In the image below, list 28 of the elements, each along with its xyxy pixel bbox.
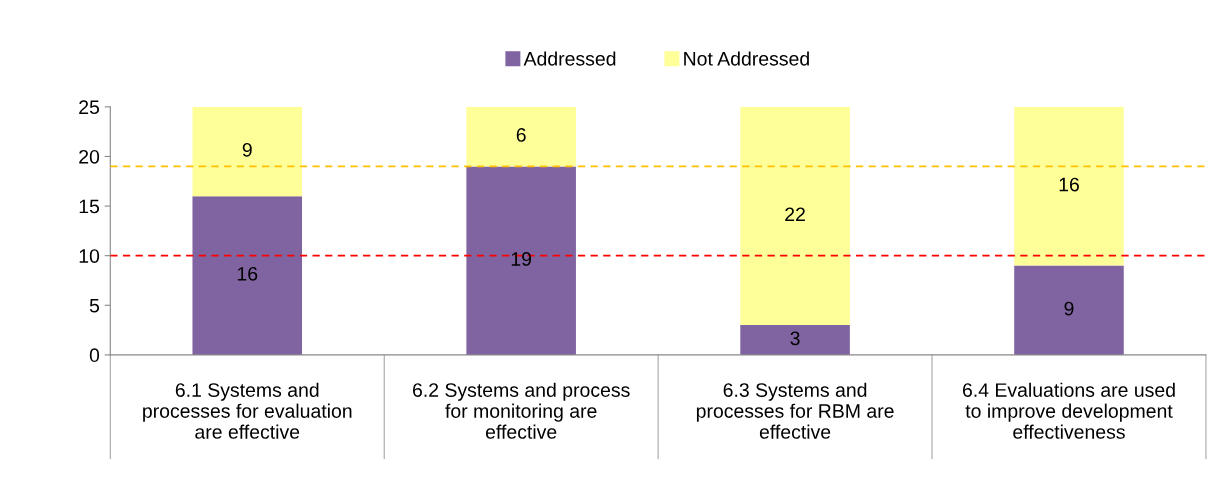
y-tick-label: 10 xyxy=(79,249,100,263)
bar xyxy=(740,106,850,326)
data-label: 16 xyxy=(237,266,258,281)
x-tick-label: 6.2 Systems and process for monitoring are effective xyxy=(413,382,630,439)
y-tick-label: 15 xyxy=(79,199,100,214)
bar xyxy=(1014,106,1124,266)
bar xyxy=(1014,265,1124,355)
y-tick-label: 25 xyxy=(79,100,100,115)
data-label: 3 xyxy=(790,331,800,346)
data-label: 22 xyxy=(785,207,805,222)
y-tick-label: 20 xyxy=(79,149,100,164)
bar xyxy=(466,166,576,355)
data-label: 9 xyxy=(242,142,252,157)
bar xyxy=(192,106,303,197)
data-label: 19 xyxy=(511,252,532,266)
y-tick-label: 0 xyxy=(89,348,100,363)
bar xyxy=(740,325,850,355)
x-tick-label: 6.1 Systems and processes for evaluation are effective xyxy=(143,382,352,439)
data-label: 16 xyxy=(1059,177,1079,192)
bar xyxy=(192,196,303,355)
y-tick-label: 5 xyxy=(89,298,100,313)
data-label: 9 xyxy=(1064,301,1074,316)
legend-label: Not Addressed xyxy=(684,51,809,66)
x-tick-label: 6.4 Evaluations are used to improve development effectiveness xyxy=(962,382,1175,439)
x-tick-label: 6.3 Systems and processes for RBM are effective xyxy=(696,382,894,439)
legend-label: Addressed xyxy=(523,51,616,66)
data-label: 6 xyxy=(516,128,526,142)
bar xyxy=(466,106,576,167)
